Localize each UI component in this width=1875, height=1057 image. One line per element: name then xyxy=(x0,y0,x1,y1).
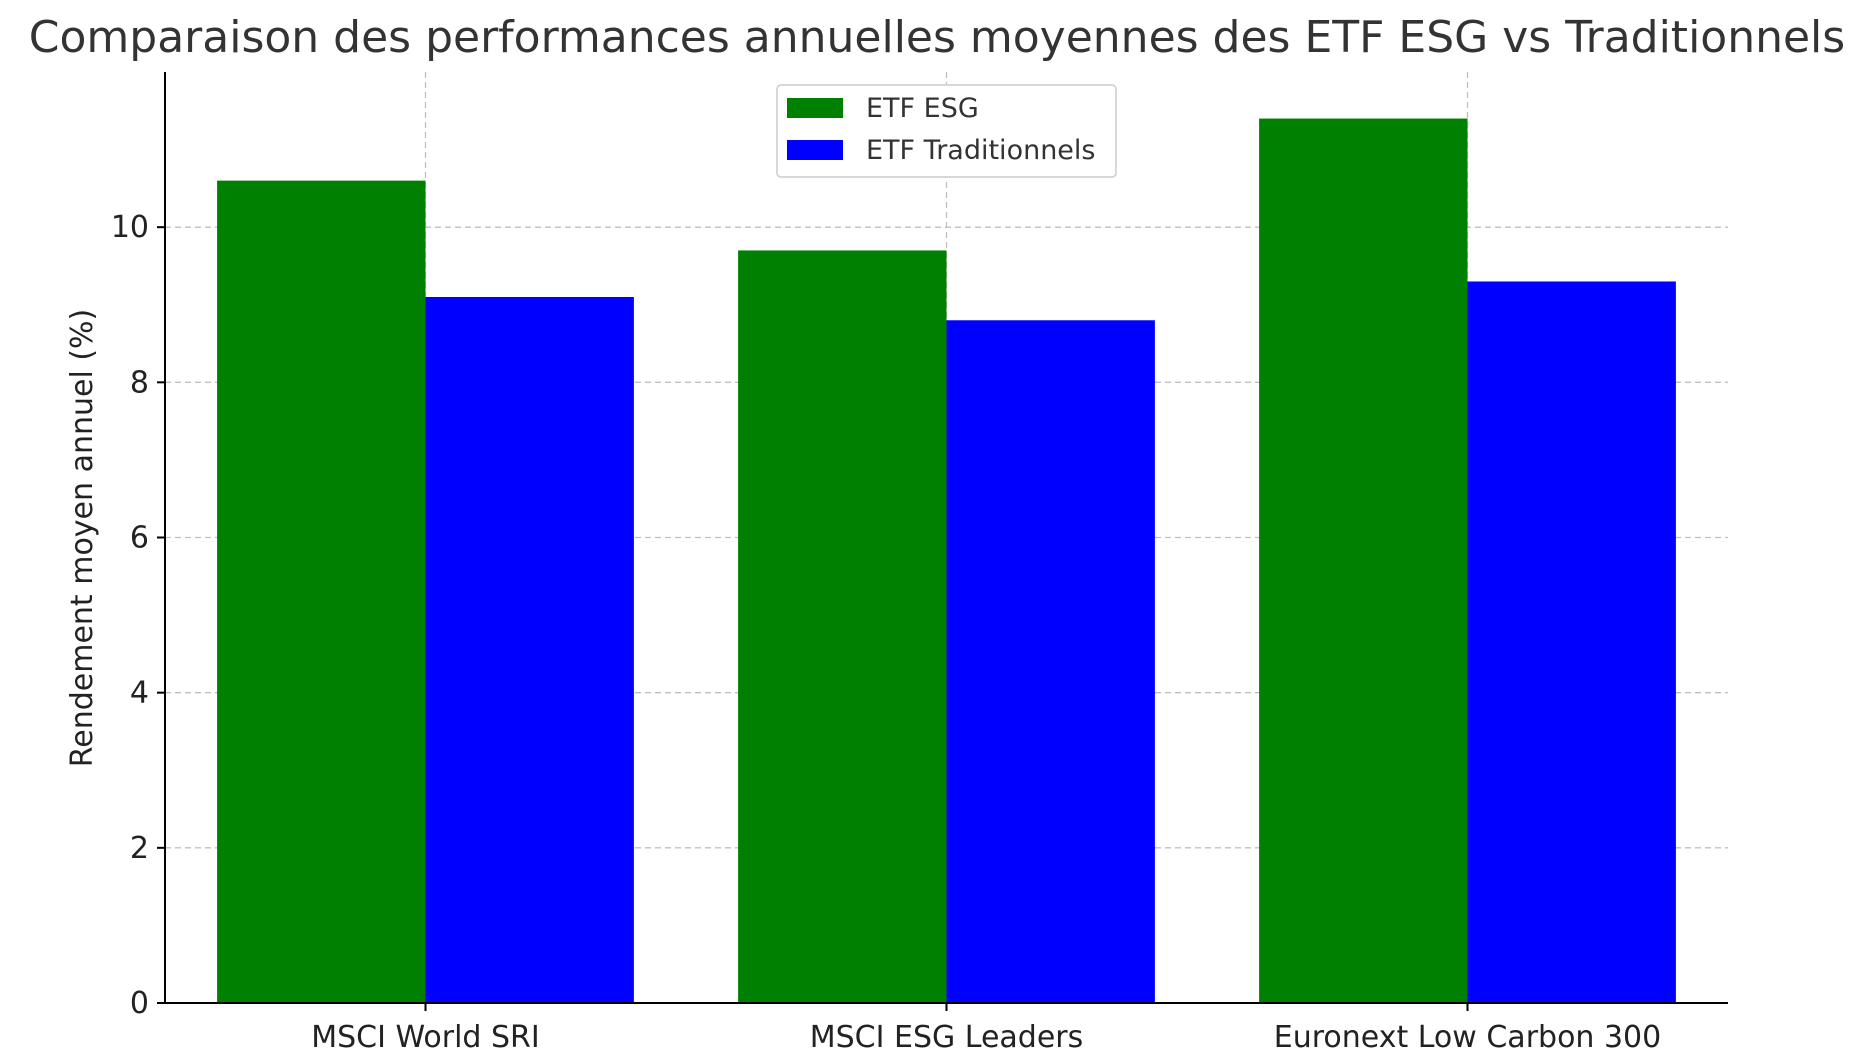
legend-swatch-1 xyxy=(787,140,843,160)
x-tick-label: Euronext Low Carbon 300 xyxy=(1274,1020,1661,1055)
y-tick-label: 6 xyxy=(130,521,149,556)
bars xyxy=(217,118,1676,1004)
y-tick-label: 0 xyxy=(130,986,149,1021)
bar-etf-traditionnels-0 xyxy=(425,296,634,1003)
legend-box xyxy=(776,84,1117,178)
bar-etf-esg-2 xyxy=(1259,118,1468,1004)
x-tick-label: MSCI World SRI xyxy=(311,1020,540,1055)
y-tick-label: 8 xyxy=(130,365,149,400)
bar-etf-esg-0 xyxy=(217,180,426,1003)
legend: ETF ESG ETF Traditionnels xyxy=(776,84,1117,178)
y-tick-label: 10 xyxy=(111,210,149,245)
y-axis-label: Rendement moyen annuel (%) xyxy=(65,309,100,767)
y-tick-label: 4 xyxy=(130,676,149,711)
legend-label-1: ETF Traditionnels xyxy=(866,135,1096,166)
legend-label-0: ETF ESG xyxy=(866,93,979,124)
bar-etf-traditionnels-1 xyxy=(946,320,1155,1003)
x-ticks: MSCI World SRI MSCI ESG Leaders Euronext L… xyxy=(311,1003,1661,1055)
bar-etf-traditionnels-2 xyxy=(1467,281,1676,1004)
legend-swatch-0 xyxy=(787,98,843,118)
y-ticks: 0 2 4 6 8 10 xyxy=(111,210,165,1021)
bar-etf-esg-1 xyxy=(738,250,947,1004)
x-tick-label: MSCI ESG Leaders xyxy=(810,1020,1084,1055)
y-tick-label: 2 xyxy=(130,831,149,866)
chart-title: Comparaison des performances annuelles m… xyxy=(29,12,1845,63)
